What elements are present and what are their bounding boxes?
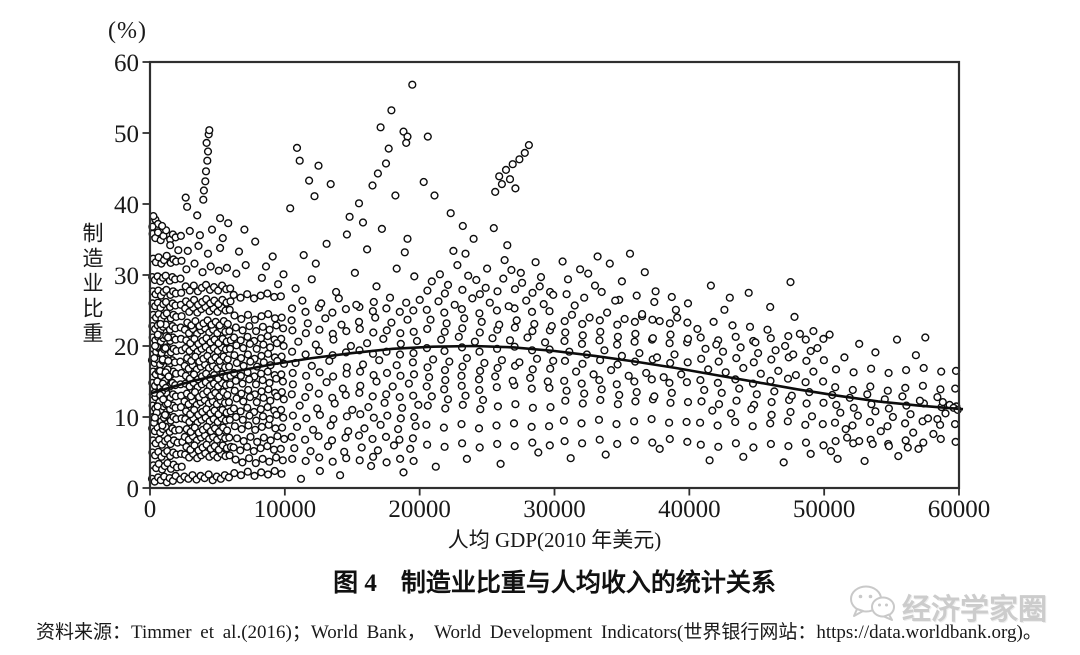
x-tick-label: 20000 [388, 496, 451, 523]
x-tick-label: 60000 [928, 496, 991, 523]
x-tick-label: 0 [144, 496, 157, 523]
y-tick-label: 30 [114, 263, 139, 290]
y-tick-label: 40 [114, 192, 139, 219]
x-tick-label: 30000 [523, 496, 586, 523]
y-tick-label: 60 [114, 50, 139, 77]
y-tick-label: 10 [114, 405, 139, 432]
y-tick-label: 20 [114, 334, 139, 361]
axis-ticks: 0 10 20 30 40 50 60 0 10000 20000 30000 40000 50000 6… [114, 50, 990, 523]
y-axis-unit-label: (%) [108, 18, 147, 44]
trend-line [149, 344, 964, 411]
figure-caption-text: 制造业比重与人均收入的统计关系 [400, 570, 776, 597]
y-tick-label: 0 [127, 476, 140, 503]
source-note: 资料来源：Timmer et al.(2016)；World Bank， Wor… [36, 622, 1042, 643]
figure-caption: 图 4 制造业比重与人均收入的统计关系 [150, 563, 959, 599]
figure-caption-label: 图 4 [333, 570, 377, 597]
wechat-bubbles-icon [847, 584, 897, 630]
y-tick-label: 50 [114, 121, 139, 148]
x-tick-label: 10000 [254, 496, 317, 523]
x-tick-label: 40000 [658, 496, 721, 523]
x-axis-title: 人均 GDP(2010 年美元) [447, 528, 662, 552]
scatter-points [147, 80, 962, 487]
watermark: 经济学家圈 [847, 584, 1047, 630]
y-axis-title: 制造业比重 [80, 222, 104, 347]
watermark-text: 经济学家圈 [902, 594, 1048, 626]
x-tick-label: 50000 [793, 496, 856, 523]
